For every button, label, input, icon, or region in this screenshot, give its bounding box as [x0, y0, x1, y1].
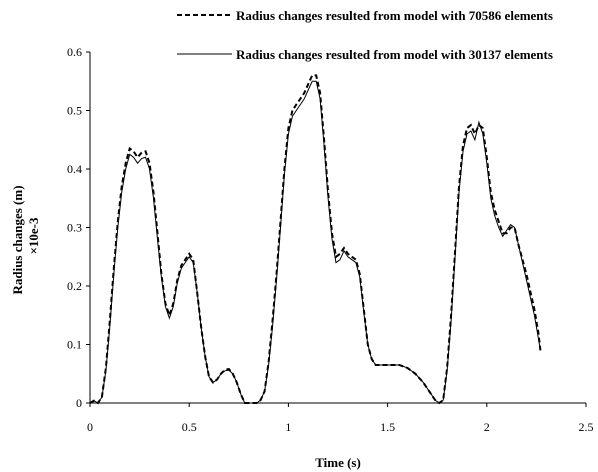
x-tick-label: 2.5: [579, 420, 594, 434]
y-tick-label: 0.5: [67, 104, 82, 118]
plot-area: 0 0.1 0.2 0.3 0.4 0.5 0.6 0 0.5 1 1.5 2 2.5: [67, 45, 594, 434]
y-tick-label: 0: [76, 396, 82, 410]
x-tick-label: 2: [484, 420, 490, 434]
x-axis-title: Time (s): [315, 455, 361, 470]
series-line-2: [89, 80, 541, 404]
x-tick-label: 1.5: [380, 420, 395, 434]
x-tick-label: 0: [87, 420, 93, 434]
y-tick-label: 0.1: [67, 338, 82, 352]
legend-label-series-2: Radius changes resulted from model with …: [236, 47, 553, 62]
x-tick-label: 1: [285, 420, 291, 434]
series-lines: [89, 74, 542, 405]
y-tick-label: 0.4: [67, 162, 82, 176]
x-ticks: 0 0.5 1 1.5 2 2.5: [87, 403, 594, 434]
y-ticks: 0 0.1 0.2 0.3 0.4 0.5 0.6: [67, 45, 90, 410]
y-tick-label: 0.6: [67, 45, 82, 59]
y-axis-multiplier: ×10e-3: [26, 217, 41, 255]
y-tick-label: 0.3: [67, 221, 82, 235]
series-line-1: [89, 74, 542, 405]
y-axis-title: Radius changes (m): [10, 185, 25, 294]
legend-label-series-1: Radius changes resulted from model with …: [236, 8, 553, 23]
x-tick-label: 0.5: [182, 420, 197, 434]
y-tick-label: 0.2: [67, 279, 82, 293]
legend: Radius changes resulted from model with …: [177, 8, 553, 62]
